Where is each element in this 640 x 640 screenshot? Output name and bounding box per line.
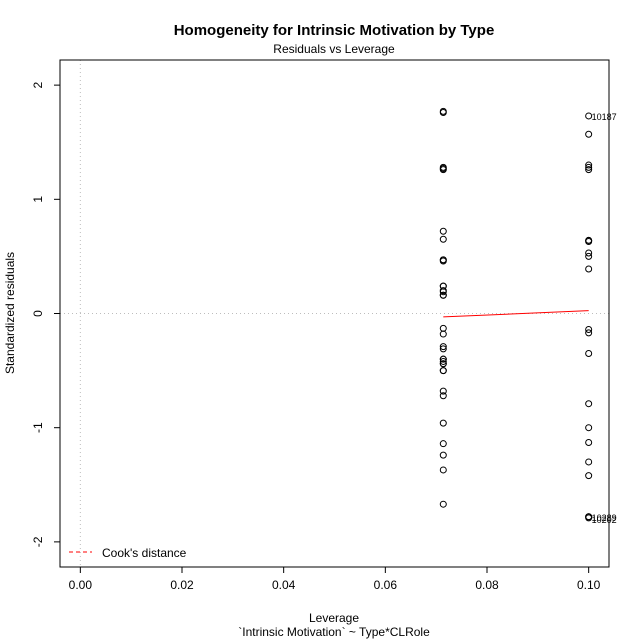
data-point [439,360,447,368]
chart-subtitle: Residuals vs Leverage [273,42,395,56]
x-tick-label: 0.02 [170,578,194,592]
data-point [439,466,447,474]
y-tick-label: -2 [31,536,45,547]
data-point [585,161,593,169]
data-point [439,367,447,375]
y-tick-label: 2 [31,81,45,88]
data-point [439,287,447,295]
data-point [439,163,447,171]
data-point [439,440,447,448]
data-point [585,166,593,174]
data-point [585,236,593,244]
x-axis-label: Leverage [309,611,359,625]
y-tick-label: 0 [31,310,45,317]
data-point [439,256,447,264]
legend-label: Cook's distance [102,546,187,560]
point-label: 10187 [592,112,617,122]
data-point [585,249,593,257]
reference-lines [60,60,609,567]
data-point [439,343,447,351]
data-point [439,330,447,338]
data-point [585,458,593,466]
data-point [439,227,447,235]
y-tick-label: -1 [31,422,45,433]
data-point [585,329,593,337]
data-point [585,325,593,333]
legend: Cook's distance [69,546,187,560]
data-point [439,166,447,174]
smooth-line-group [443,310,589,318]
x-axis: 0.00 0.02 0.04 0.06 0.08 0.10 [69,566,601,592]
data-point [439,357,447,365]
data-point [585,349,593,357]
data-points [439,107,593,522]
data-point [585,130,593,138]
point-label: 10202 [592,515,617,525]
data-point [439,392,447,400]
x-tick-label: 0.04 [272,578,296,592]
data-point [439,291,447,299]
data-point [439,345,447,353]
x-tick-label: 0.06 [374,578,398,592]
data-point [585,112,593,120]
data-point [585,424,593,432]
data-point [585,513,593,521]
x-tick-label: 0.00 [69,578,93,592]
x-axis-formula: `Intrinsic Motivation` ~ Type*CLRole [238,625,430,639]
data-point [585,265,593,273]
chart-title: Homogeneity for Intrinsic Motivation by … [174,22,495,39]
smooth-line [443,310,589,318]
y-axis: -2 -1 0 1 2 [31,81,61,547]
x-tick-label: 0.10 [577,578,601,592]
data-point [439,282,447,290]
data-point [439,235,447,243]
data-point [585,252,593,260]
x-tick-label: 0.08 [475,578,499,592]
data-point [585,400,593,408]
point-label: 10289 [592,513,617,523]
y-axis-label: Standardized residuals [3,252,17,374]
data-point [439,419,447,427]
y-tick-label: 1 [31,196,45,203]
data-point [585,163,593,171]
data-point [585,439,593,447]
data-point [439,387,447,395]
data-point [585,472,593,480]
data-point [439,355,447,363]
data-point [439,500,447,508]
data-point [439,451,447,459]
data-point [439,107,447,115]
